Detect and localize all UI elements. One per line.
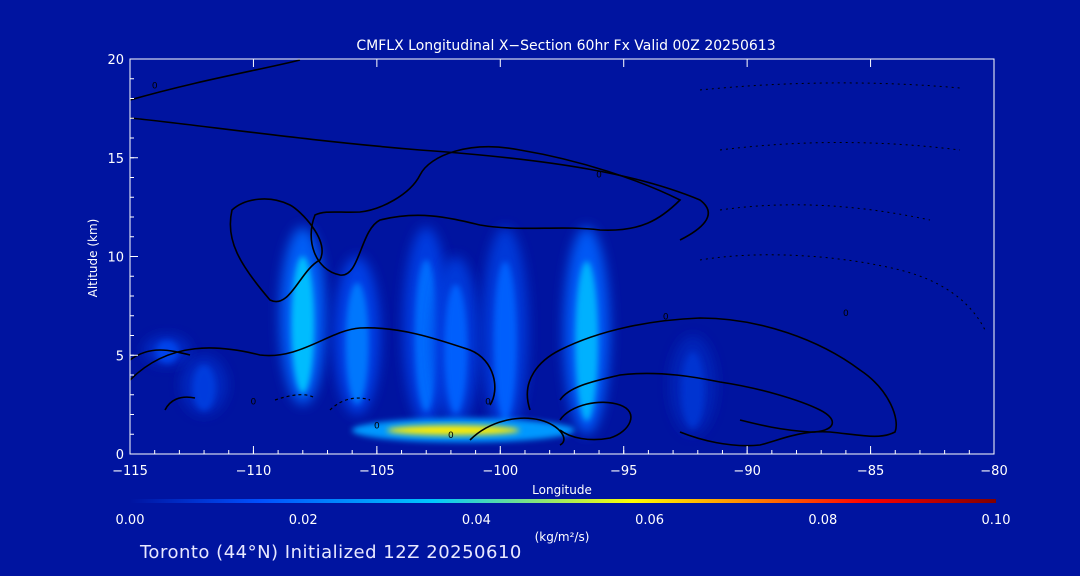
colorbar-ramp bbox=[130, 499, 996, 503]
plot-frame bbox=[129, 58, 995, 455]
flux-field bbox=[144, 226, 716, 443]
x-axis-label: Longitude bbox=[532, 483, 592, 497]
contour-label: 0 bbox=[663, 313, 669, 323]
contour-line bbox=[559, 401, 632, 441]
convective-core-center bbox=[345, 282, 369, 405]
contour-line bbox=[130, 117, 709, 241]
colorbar-tick-label: 0.00 bbox=[116, 513, 145, 528]
x-tick-label: −105 bbox=[359, 464, 395, 479]
convective-core-center bbox=[414, 259, 438, 412]
convective-core-center bbox=[291, 256, 315, 394]
x-tick-label: −115 bbox=[112, 464, 148, 479]
colorbar-tick-label: 0.02 bbox=[289, 513, 318, 528]
contour-line bbox=[130, 327, 496, 406]
colorbar-tick-label: 0.10 bbox=[982, 513, 1011, 528]
colorbar-ticks: 0.00 0.02 0.04 0.06 0.08 0.10 bbox=[116, 513, 1011, 528]
contour-line bbox=[719, 204, 931, 221]
contour-line bbox=[130, 59, 301, 101]
x-tick-label: −80 bbox=[980, 464, 1007, 479]
contour-lines bbox=[130, 59, 986, 447]
colorbar-label: (kg/m²/s) bbox=[535, 530, 590, 544]
contour-label: 0 bbox=[843, 309, 849, 319]
x-axis: −115 −110 −105 −100 −95 −90 −85 −80 bbox=[112, 59, 1008, 479]
contour-line bbox=[164, 396, 196, 411]
y-tick-label: 20 bbox=[107, 53, 124, 68]
contour-line bbox=[526, 317, 897, 447]
contour-label: 0 bbox=[596, 171, 602, 181]
contour-line bbox=[130, 349, 191, 361]
y-tick-label: 10 bbox=[107, 251, 124, 266]
x-tick-label: −95 bbox=[610, 464, 637, 479]
y-tick-label: 0 bbox=[116, 448, 124, 463]
contour-label: 0 bbox=[251, 398, 257, 408]
x-tick-label: −85 bbox=[857, 464, 884, 479]
convective-core-center bbox=[192, 365, 216, 411]
y-axis-label: Altitude (km) bbox=[86, 219, 100, 298]
chart-title: CMFLX Longitudinal X−Section 60hr Fx Val… bbox=[356, 38, 775, 54]
contour-line bbox=[274, 394, 316, 401]
convective-core-center bbox=[444, 284, 468, 414]
contour-line bbox=[719, 142, 961, 151]
y-axis: 0 5 10 15 20 bbox=[107, 53, 138, 463]
contour-label: 0 bbox=[448, 431, 454, 441]
x-tick-label: −90 bbox=[733, 464, 760, 479]
colorbar-tick-label: 0.04 bbox=[462, 513, 491, 528]
contour-line bbox=[229, 198, 323, 303]
contour-line bbox=[469, 417, 565, 446]
plot-area: 0 0 0 0 0 0 0 0 bbox=[130, 59, 986, 447]
contour-line bbox=[310, 146, 682, 276]
contour-label: 0 bbox=[152, 82, 158, 92]
y-tick-label: 5 bbox=[116, 349, 124, 364]
x-tick-label: −110 bbox=[236, 464, 272, 479]
contour-line bbox=[559, 372, 834, 433]
contour-labels: 0 0 0 0 0 0 0 0 bbox=[152, 82, 849, 442]
colorbar: 0.00 0.02 0.04 0.06 0.08 0.10 (kg/m²/s) bbox=[116, 499, 1011, 544]
contour-label: 0 bbox=[485, 398, 491, 408]
y-tick-label: 15 bbox=[107, 152, 124, 167]
colorbar-tick-label: 0.06 bbox=[635, 513, 664, 528]
contour-line bbox=[699, 82, 961, 91]
convective-core-center bbox=[575, 261, 599, 421]
convective-core-center bbox=[681, 351, 705, 428]
contour-label: 0 bbox=[374, 421, 380, 431]
x-tick-label: −100 bbox=[482, 464, 518, 479]
convective-core-center bbox=[493, 261, 517, 421]
colorbar-tick-label: 0.08 bbox=[808, 513, 837, 528]
footer-caption: Toronto (44°N) Initialized 12Z 20250610 bbox=[140, 542, 522, 563]
